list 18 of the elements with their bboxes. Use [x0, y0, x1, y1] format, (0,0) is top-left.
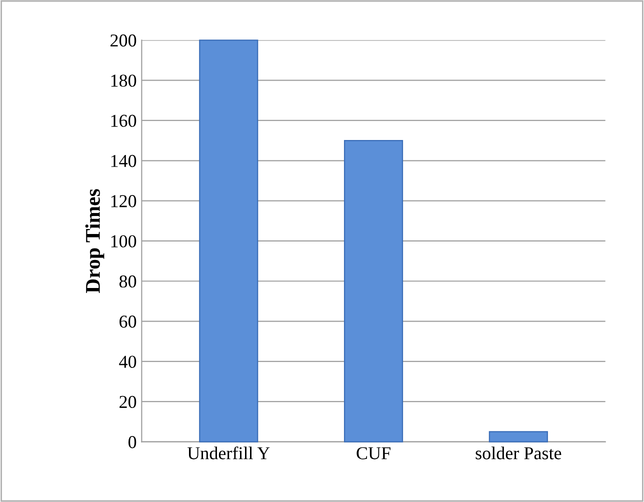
x-tick-label: CUF: [356, 447, 390, 460]
y-tick-label: 80: [119, 275, 136, 288]
x-tick-label: Underfill Y: [187, 446, 270, 460]
y-tick-label: 140: [111, 154, 136, 168]
y-tick-label: 40: [119, 356, 136, 368]
bar: [344, 140, 404, 442]
bar: [488, 431, 548, 442]
y-tick-label: 160: [111, 114, 136, 127]
bar: [199, 40, 258, 442]
y-axis-title: Drop Times: [85, 189, 104, 293]
y-tick-label: 0: [128, 436, 136, 448]
y-tick-label: 60: [120, 316, 136, 328]
y-tick-label: 120: [111, 195, 136, 208]
y-tick-label: 100: [111, 235, 136, 248]
y-tick-label: 180: [111, 74, 136, 87]
y-tick-label: 200: [110, 34, 136, 47]
x-tick-label: solder Paste: [476, 446, 562, 460]
y-tick-label: 20: [120, 396, 136, 408]
